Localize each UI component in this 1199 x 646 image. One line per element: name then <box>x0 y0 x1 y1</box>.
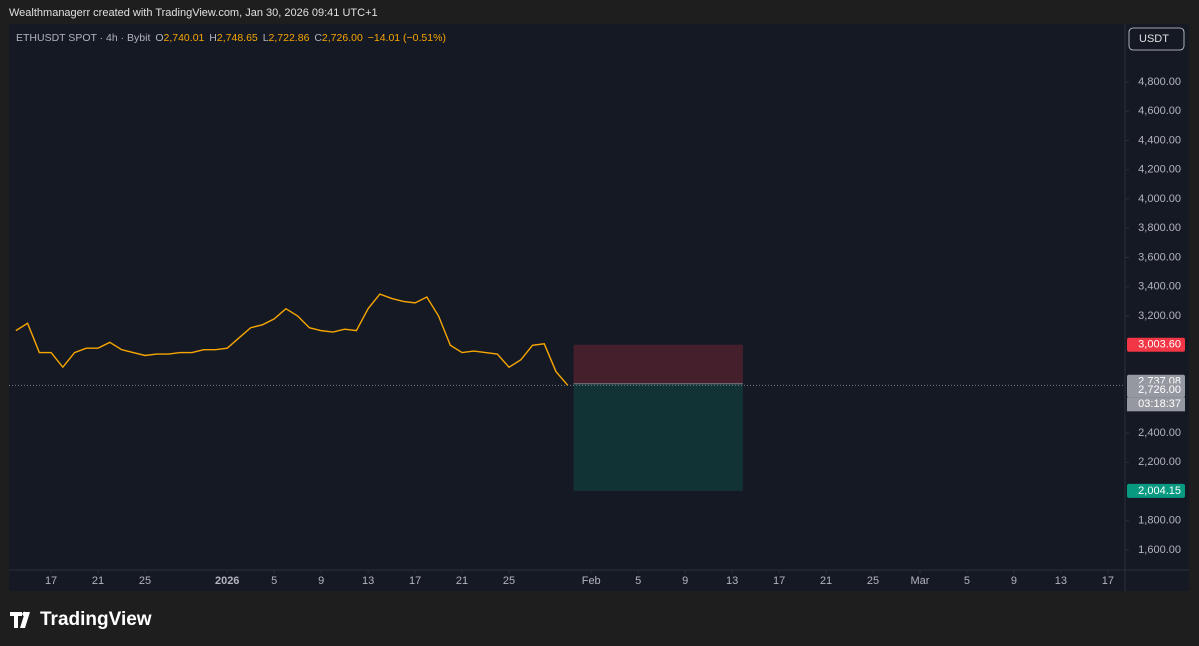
y-tick-label: 3,400.00 <box>1138 281 1181 293</box>
x-tick-label: 2026 <box>215 575 239 587</box>
target-zone <box>573 383 743 491</box>
header-text: Wealthmanagerr created with TradingView.… <box>9 7 378 19</box>
logo-dot <box>22 611 27 617</box>
y-tick-label: 4,200.00 <box>1138 164 1181 176</box>
x-tick-label: 13 <box>726 575 738 587</box>
x-tick-label: 13 <box>362 575 374 587</box>
price-label: 3,003.60 <box>1138 339 1181 351</box>
currency-label[interactable]: USDT <box>1139 33 1169 45</box>
high: 2,748.65 <box>217 32 258 44</box>
stop-zone <box>573 344 743 384</box>
low-label: L <box>263 32 269 44</box>
y-tick-label: 4,600.00 <box>1138 105 1181 117</box>
x-tick-label: 5 <box>964 575 970 587</box>
x-tick-label: 25 <box>867 575 879 587</box>
countdown-box <box>1127 397 1185 412</box>
x-tick-label: 5 <box>271 575 277 587</box>
brand-logo <box>10 611 30 628</box>
y-tick-label: 4,000.00 <box>1138 193 1181 205</box>
y-tick-label: 1,600.00 <box>1138 544 1181 556</box>
open-label: O <box>155 32 163 44</box>
x-tick-label: Mar <box>911 575 930 587</box>
y-tick-label: 2,200.00 <box>1138 456 1181 468</box>
low: 2,722.86 <box>269 32 310 44</box>
x-tick-label: Feb <box>582 575 601 587</box>
open: 2,740.01 <box>164 32 205 44</box>
x-tick-label: 17 <box>773 575 785 587</box>
high-label: H <box>209 32 217 44</box>
x-tick-label: 9 <box>682 575 688 587</box>
x-tick-label: 21 <box>820 575 832 587</box>
x-tick-label: 17 <box>1102 575 1114 587</box>
y-tick-label: 4,800.00 <box>1138 76 1181 88</box>
plot-layer: 1,600.00 1,800.00 2,200.00 2,400.00 3,200.00… <box>9 76 1185 587</box>
price-label-box <box>1127 337 1185 352</box>
price-label: 2,726.00 <box>1138 384 1181 396</box>
x-tick-label: 17 <box>409 575 421 587</box>
price-label-box <box>1127 383 1185 398</box>
x-tick-label: 25 <box>139 575 151 587</box>
close-label: C <box>314 32 322 44</box>
x-tick-label: 21 <box>456 575 468 587</box>
x-tick-label: 17 <box>45 575 57 587</box>
close: 2,726.00 <box>322 32 363 44</box>
x-tick-label: 9 <box>1011 575 1017 587</box>
x-tick-label: 9 <box>318 575 324 587</box>
price-label: 2,004.15 <box>1138 485 1181 497</box>
x-tick-label: 25 <box>503 575 515 587</box>
countdown: 03:18:37 <box>1138 398 1181 410</box>
symbol-legend: ETHUSDT SPOT · 4h · Bybit O2,740.01 H2,7… <box>16 32 446 44</box>
x-tick-label: 13 <box>1055 575 1067 587</box>
y-tick-label: 2,400.00 <box>1138 427 1181 439</box>
symbol: ETHUSDT SPOT · 4h · Bybit <box>16 32 150 44</box>
x-tick-label: 5 <box>635 575 641 587</box>
y-tick-label: 3,800.00 <box>1138 222 1181 234</box>
y-tick-label: 3,200.00 <box>1138 310 1181 322</box>
x-tick-label: 21 <box>92 575 104 587</box>
price-label-box <box>1127 483 1185 498</box>
y-tick-label: 1,800.00 <box>1138 515 1181 527</box>
chart-pane <box>9 24 1189 591</box>
currency-button[interactable] <box>1128 27 1185 51</box>
y-tick-label: 3,600.00 <box>1138 251 1181 263</box>
brand-name: TradingView <box>40 609 152 630</box>
change: −14.01 (−0.51%) <box>368 32 446 44</box>
price-line <box>15 293 569 386</box>
y-tick-label: 4,400.00 <box>1138 134 1181 146</box>
